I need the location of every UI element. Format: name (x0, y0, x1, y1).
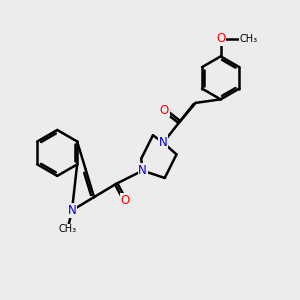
Text: N: N (68, 204, 76, 217)
Text: N: N (159, 136, 168, 149)
Text: O: O (121, 194, 130, 207)
Text: O: O (160, 104, 169, 117)
Text: CH₃: CH₃ (240, 34, 258, 44)
Text: O: O (216, 32, 225, 45)
Text: N: N (138, 164, 147, 177)
Text: CH₃: CH₃ (58, 224, 76, 235)
